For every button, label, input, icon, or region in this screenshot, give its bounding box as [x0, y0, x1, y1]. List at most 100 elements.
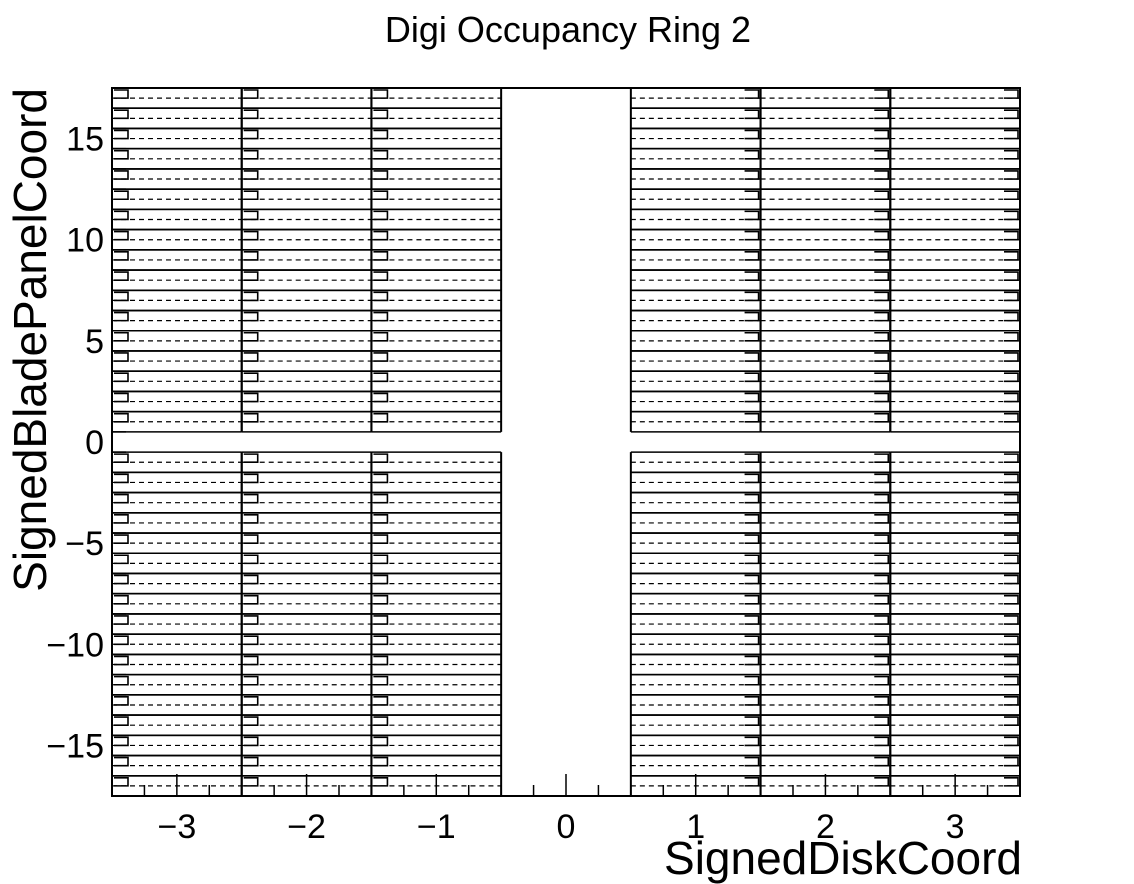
panel-cell-marker	[373, 756, 389, 767]
panel-cell-marker	[874, 696, 890, 706]
panel-cell-marker	[1004, 736, 1019, 747]
panel-cell-marker	[744, 271, 760, 281]
panel-cell-marker	[874, 109, 890, 120]
panel-cell-marker	[874, 331, 890, 342]
panel-cell-marker	[373, 392, 389, 403]
panel-cell-marker	[874, 554, 890, 565]
panel-cell-marker	[874, 89, 890, 99]
panel-cell-marker	[243, 89, 259, 99]
panel-cell-marker	[744, 534, 760, 544]
y-tick-label: −10	[46, 626, 104, 664]
panel-cell-marker	[373, 635, 389, 646]
panel-cell-marker	[114, 372, 129, 383]
panel-cell-marker	[874, 352, 890, 362]
panel-cell-marker	[243, 594, 259, 605]
x-tick-label: −3	[157, 808, 196, 846]
panel-cell-marker	[744, 574, 760, 585]
panel-cell-marker	[1004, 534, 1019, 544]
panel-cell-marker	[373, 149, 389, 160]
panel-cell-marker	[114, 493, 129, 504]
panel-cell-marker	[114, 756, 129, 767]
x-tick-label: −2	[287, 808, 326, 846]
panel-cell-marker	[114, 696, 129, 706]
panel-cell-marker	[1004, 149, 1019, 160]
panel-cell-marker	[744, 554, 760, 565]
panel-cell-marker	[744, 331, 760, 342]
panel-cell-marker	[744, 473, 760, 484]
panel-cell-marker	[744, 352, 760, 362]
panel-cell-marker	[114, 615, 129, 625]
panel-cell-marker	[874, 514, 890, 524]
panel-cell-marker	[114, 412, 129, 423]
panel-cell-marker	[114, 271, 129, 281]
panel-cell-marker	[373, 453, 389, 464]
panel-cell-marker	[874, 493, 890, 504]
panel-cell-marker	[744, 453, 760, 464]
panel-cell-marker	[114, 655, 129, 666]
panel-cell-marker	[243, 675, 259, 686]
panel-cell-marker	[744, 190, 760, 201]
panel-cell-marker	[114, 89, 129, 99]
x-axis-ticks: −3 −2 −1 0 1 2 3	[111, 774, 1021, 846]
panel-cell-marker	[744, 230, 760, 241]
panel-cell-marker	[373, 736, 389, 747]
panel-cell-marker	[243, 251, 259, 261]
panel-cell-marker	[744, 756, 760, 767]
panel-cell-marker	[1004, 89, 1019, 99]
panel-cell-marker	[114, 311, 129, 322]
panel-cell-marker	[744, 696, 760, 706]
panel-cell-marker	[114, 210, 129, 221]
panel-cell-marker	[373, 170, 389, 180]
panel-cell-marker	[1004, 291, 1019, 302]
panel-cell-marker	[243, 554, 259, 565]
panel-cell-marker	[874, 675, 890, 686]
panel-cell-marker	[373, 594, 389, 605]
y-axis-ticks: −15 −10 −5 0 5 10 15	[46, 87, 126, 797]
panel-cell-marker	[243, 615, 259, 625]
panel-cell-marker	[373, 514, 389, 524]
panel-cell-marker	[243, 736, 259, 747]
panel-cell-marker	[114, 190, 129, 201]
panel-cell-marker	[243, 190, 259, 201]
panel-cell-marker	[373, 89, 389, 99]
panel-cell-marker	[243, 453, 259, 464]
panel-cell-marker	[114, 594, 129, 605]
panel-cell-marker	[373, 372, 389, 383]
panel-cell-marker	[243, 412, 259, 423]
panel-cell-marker	[874, 655, 890, 666]
panel-cell-marker	[373, 251, 389, 261]
panel-cell-marker	[874, 230, 890, 241]
panel-cell-marker	[874, 311, 890, 322]
panel-cell-marker	[1004, 190, 1019, 201]
panel-cell-marker	[114, 170, 129, 180]
panel-cell-marker	[243, 655, 259, 666]
x-tick-label: 0	[557, 808, 576, 846]
panel-cell-marker	[243, 271, 259, 281]
panel-cell-marker	[744, 149, 760, 160]
panel-cell-marker	[874, 291, 890, 302]
panel-cell-marker	[243, 331, 259, 342]
y-tick-label: 15	[66, 121, 104, 159]
x-tick-label: 1	[686, 808, 705, 846]
panel-cell-marker	[243, 210, 259, 221]
panel-cell-marker	[744, 716, 760, 726]
panel-cell-marker	[744, 655, 760, 666]
panel-cell-marker	[243, 574, 259, 585]
panel-cell-marker	[744, 615, 760, 625]
panel-cell-marker	[744, 776, 760, 787]
panel-cell-marker	[243, 534, 259, 544]
panel-cell-marker	[874, 473, 890, 484]
panel-cell-marker	[874, 534, 890, 544]
panel-cell-marker	[243, 392, 259, 403]
panel-cell-marker	[243, 291, 259, 302]
panel-cell-marker	[373, 655, 389, 666]
y-axis-label: SignedBladePanelCoord	[4, 88, 56, 592]
panel-cell-marker	[373, 129, 389, 140]
panel-cell-marker	[114, 574, 129, 585]
panel-cell-marker	[114, 514, 129, 524]
panel-cell-marker	[1004, 129, 1019, 140]
panel-cell-marker	[744, 675, 760, 686]
panel-cell-marker	[874, 149, 890, 160]
y-tick-label: 10	[66, 222, 104, 260]
panel-cell-marker	[874, 635, 890, 646]
